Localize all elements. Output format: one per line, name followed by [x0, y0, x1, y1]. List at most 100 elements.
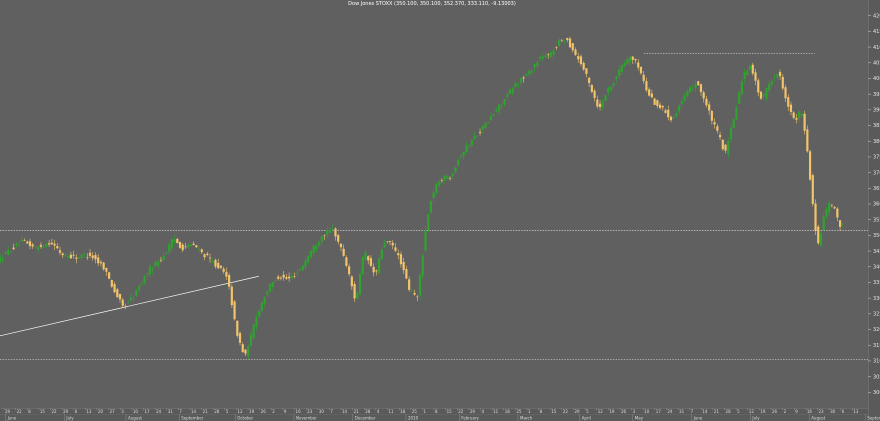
x-day-label: 30	[830, 409, 836, 414]
candle-body	[72, 254, 75, 256]
candle-body	[699, 84, 703, 93]
x-axis: 29 22 8 15 22 29 6 13 20 27 3 10 17 24 31 7 14 21 28 5 12 19 2…	[3, 408, 880, 421]
x-day-label: 2	[784, 409, 787, 414]
candle-body	[481, 125, 484, 130]
candle-body	[478, 131, 482, 133]
candle-body	[808, 151, 812, 180]
candle-body	[751, 64, 754, 74]
candle-body	[290, 275, 293, 279]
candle-body	[648, 89, 651, 96]
y-tick-label: 420	[873, 13, 880, 19]
candle-body	[192, 243, 195, 246]
candle-body	[498, 104, 501, 111]
y-tick-label: 345	[873, 249, 880, 255]
x-day-label: 15	[447, 409, 453, 414]
y-tick-label: 410	[873, 45, 880, 51]
candle-body	[768, 83, 771, 91]
x-day-label: 13	[853, 409, 859, 414]
candle-body	[773, 77, 776, 79]
x-day-label: 17	[144, 409, 150, 414]
candle-body	[151, 268, 154, 271]
candle-body	[724, 144, 727, 151]
candle-body	[568, 38, 572, 48]
candle-body	[247, 345, 250, 357]
y-tick-label: 360	[873, 202, 880, 208]
candle-body	[530, 71, 533, 73]
candle-body	[132, 297, 135, 299]
candle-body	[124, 306, 127, 307]
candle-body	[500, 105, 503, 106]
candle-body	[800, 113, 803, 116]
candle-body	[727, 140, 730, 155]
candle-body	[350, 276, 353, 287]
x-day-label: 5	[586, 409, 589, 414]
y-tick-label: 320	[873, 327, 880, 333]
candle-body	[683, 95, 686, 101]
candle-body	[367, 256, 370, 261]
candle-body	[157, 261, 160, 266]
x-month-label: 2010	[408, 416, 419, 421]
candle-body	[64, 255, 67, 257]
candle-body	[198, 248, 201, 250]
candle-body	[285, 277, 288, 279]
x-day-label: 23	[307, 409, 313, 414]
x-day-label: 8	[28, 409, 31, 414]
y-tick-label: 390	[873, 108, 880, 114]
candle-body	[642, 74, 645, 81]
x-day-label: 11	[389, 409, 395, 414]
candle-body	[364, 252, 367, 260]
candle-body	[252, 324, 255, 339]
x-day-label: 3	[121, 409, 124, 414]
candle-body	[58, 250, 62, 253]
candle-body	[279, 277, 283, 279]
candle-body	[661, 105, 664, 108]
y-tick-label: 315	[873, 343, 880, 349]
candle-body	[653, 98, 656, 105]
y-tick-label: 415	[873, 29, 880, 35]
x-day-label: 4	[377, 409, 380, 414]
candle-body	[571, 43, 574, 51]
candle-body	[206, 253, 209, 255]
y-tick-label: 335	[873, 280, 880, 286]
candle-body	[637, 62, 640, 68]
candle-body	[680, 101, 683, 104]
x-day-label: 22	[458, 409, 464, 414]
candle-body	[601, 101, 604, 108]
candle-body	[110, 279, 113, 287]
candle-body	[672, 117, 675, 119]
candle-body	[765, 88, 768, 99]
candle-body	[255, 317, 258, 328]
candle-body	[639, 66, 643, 74]
candle-body	[678, 106, 681, 111]
candle-body	[97, 257, 100, 264]
candle-body	[495, 110, 498, 112]
candle-body	[822, 216, 825, 231]
candle-body	[323, 235, 326, 237]
candle-body	[789, 104, 793, 112]
candle-body	[282, 274, 285, 278]
candle-body	[448, 178, 452, 179]
candle-body	[708, 104, 711, 111]
candle-body	[230, 286, 233, 306]
candle-body	[541, 56, 544, 59]
candle-body	[740, 81, 743, 95]
x-day-label: 22	[563, 409, 569, 414]
candle-body	[803, 113, 806, 131]
y-tick-label: 325	[873, 312, 880, 318]
candle-body	[457, 159, 460, 166]
candle-body	[83, 254, 86, 255]
candle-body	[361, 256, 364, 274]
candle-body	[331, 228, 334, 229]
x-day-label: 8	[540, 409, 543, 414]
candle-body	[438, 181, 441, 186]
candle-body	[645, 81, 648, 91]
candle-body	[819, 233, 823, 246]
y-axis: 300 305 310 315 320 325 330 335 340 345 350 355 360 3…	[868, 13, 880, 396]
candle-body	[383, 243, 386, 248]
candle-body	[721, 139, 724, 150]
candle-body	[658, 104, 662, 109]
candle-body	[424, 230, 427, 251]
candle-body	[108, 272, 111, 279]
candle-body	[208, 257, 212, 259]
x-day-label: 16	[296, 409, 302, 414]
